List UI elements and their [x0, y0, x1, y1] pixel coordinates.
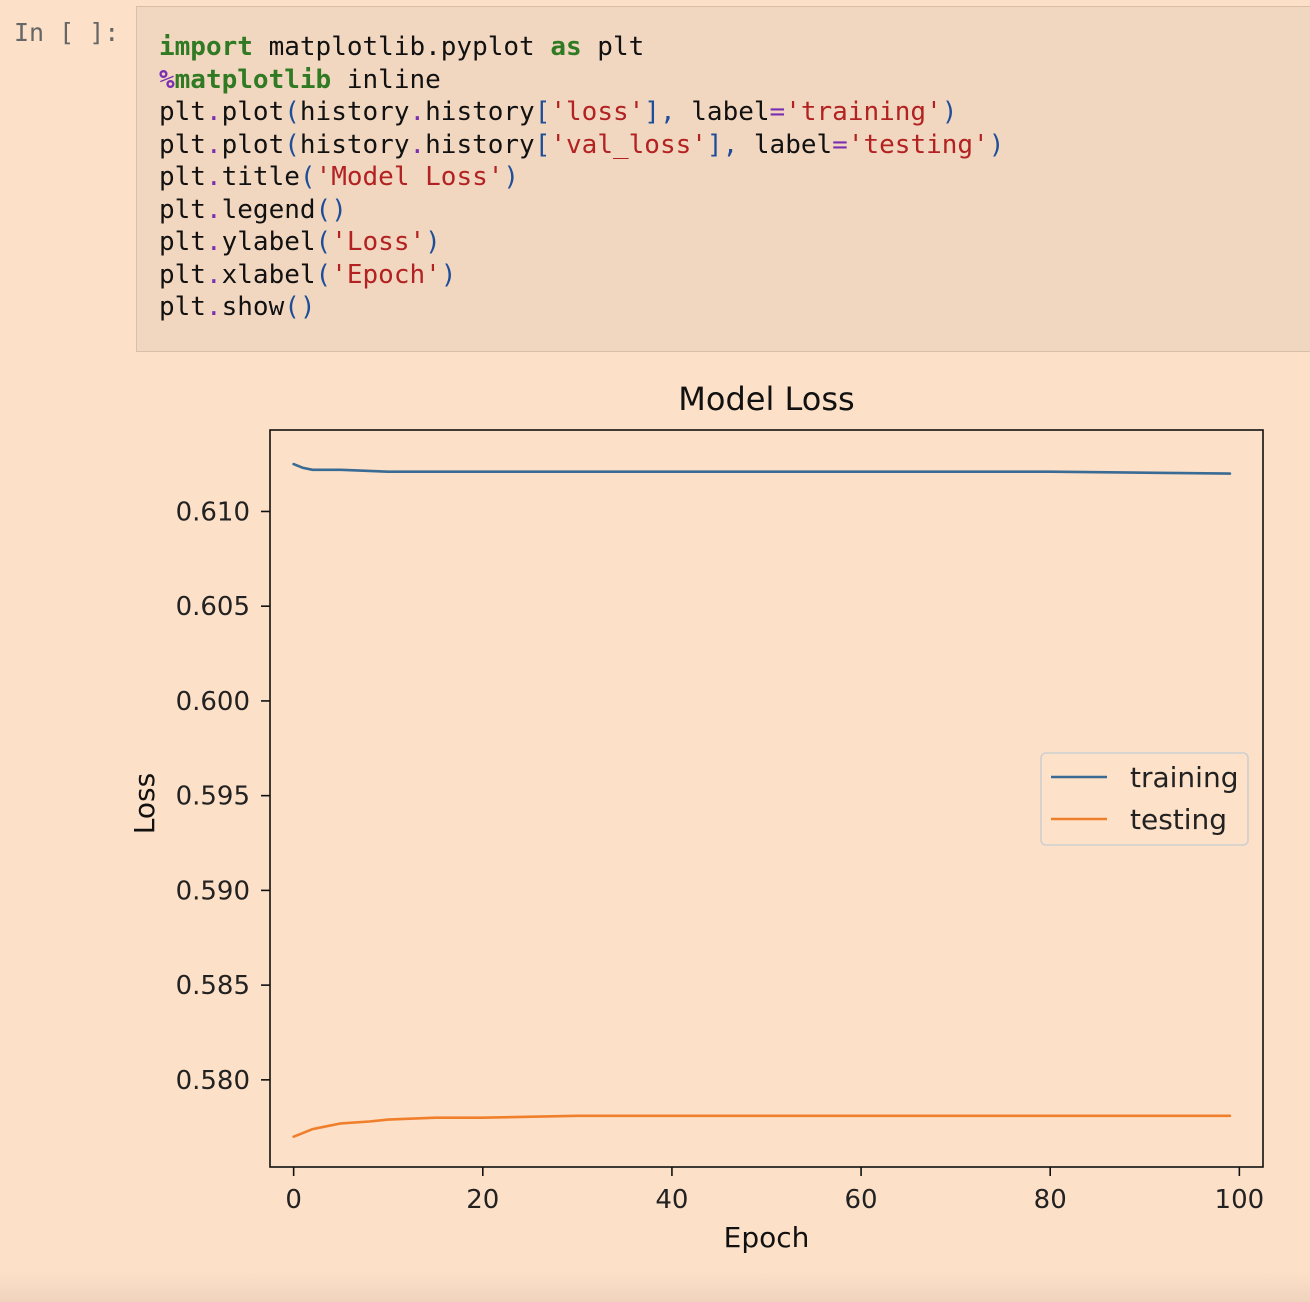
y-tick-label: 0.590 — [176, 876, 250, 906]
code-line: import matplotlib.pyplot as plt — [159, 31, 1004, 64]
code-token: as — [550, 32, 582, 62]
y-axis-label: Loss — [128, 773, 161, 834]
code-line: plt.xlabel('Epoch') — [159, 259, 1004, 292]
code-token: ylabel — [221, 227, 316, 257]
code-cell-editor[interactable]: import matplotlib.pyplot as plt %matplotl… — [136, 6, 1310, 352]
code-line: plt.ylabel('Loss') — [159, 226, 1004, 259]
code-token: history — [425, 97, 535, 127]
code-token: history — [299, 129, 410, 160]
code-token: 'loss' — [550, 97, 645, 127]
x-tick-label: 60 — [845, 1185, 878, 1215]
code-token: label — [691, 97, 770, 127]
code-token: plt — [159, 162, 206, 192]
y-tick-label: 0.595 — [176, 782, 250, 812]
code-token: 'Loss' — [331, 227, 426, 257]
y-tick-label: 0.585 — [176, 971, 250, 1001]
code-token: . — [205, 129, 222, 160]
code-token: ( — [315, 259, 332, 290]
code-token: legend — [221, 194, 316, 225]
code-token: [ — [534, 129, 551, 160]
page-bottom-edge — [0, 1272, 1310, 1302]
code-line: plt.show() — [159, 291, 1004, 324]
code-token: matplotlib.pyplot — [252, 32, 551, 62]
code-token: plt — [159, 97, 206, 127]
code-token: plot — [221, 129, 285, 160]
code-token: ) — [425, 227, 441, 257]
code-token: ( — [284, 97, 300, 127]
code-token: ], — [644, 97, 692, 127]
series-line-testing — [292, 1114, 1232, 1139]
code-token: . — [205, 162, 222, 192]
code-token: . — [205, 259, 222, 290]
code-token: 'Epoch' — [331, 259, 441, 290]
code-token: % — [159, 64, 175, 95]
cell-prompt: In [ ]: — [14, 18, 120, 47]
code-token: () — [315, 194, 347, 225]
series-line-training — [292, 462, 1232, 475]
x-tick-label: 80 — [1034, 1185, 1067, 1215]
code-line: plt.legend() — [159, 194, 1004, 227]
code-line: %matplotlib inline — [159, 64, 1004, 97]
x-tick-label: 100 — [1215, 1185, 1265, 1215]
chart-title: Model Loss — [678, 380, 854, 418]
code-token: ], — [706, 129, 754, 160]
code-token: 'val_loss' — [550, 129, 707, 160]
code-token: . — [409, 129, 426, 160]
code-line: plt.plot(history.history['val_loss'], la… — [159, 129, 1004, 162]
code-token: show — [221, 292, 285, 322]
y-tick-label: 0.600 — [176, 687, 250, 717]
code-token: plt — [159, 292, 206, 322]
code-token: ( — [315, 227, 332, 257]
y-tick-label: 0.605 — [176, 592, 250, 622]
x-axis-label: Epoch — [724, 1221, 810, 1254]
code-token: . — [205, 292, 222, 322]
code-token: ) — [941, 97, 958, 127]
code-token: matplotlib — [174, 64, 332, 95]
code-token: inline — [331, 64, 441, 95]
code-token: . — [205, 227, 222, 257]
code-line: plt.plot(history.history['loss'], label=… — [159, 96, 1004, 129]
code-token: 'testing' — [847, 129, 989, 160]
code-token: . — [205, 194, 222, 225]
loss-chart: Model Loss 0 20 40 60 80 100 0.580 0.585 0.590 0.5… — [128, 380, 1265, 1254]
code-token: plt — [159, 227, 206, 257]
code-token: plot — [221, 97, 285, 127]
legend-label-training: training — [1130, 761, 1238, 794]
code-token: title — [221, 162, 300, 192]
x-tick-label: 40 — [655, 1185, 688, 1215]
code-token: history — [425, 129, 535, 160]
code-token: plt — [159, 129, 206, 160]
y-tick-label: 0.610 — [176, 497, 250, 527]
code-token: [ — [534, 97, 551, 127]
code-token: xlabel — [221, 259, 316, 290]
code-token: history — [299, 97, 410, 127]
code-token: label — [753, 129, 833, 160]
code-token: plt — [159, 194, 206, 225]
code-token: plt — [159, 259, 206, 290]
code-token: . — [205, 97, 222, 127]
code-token: = — [832, 129, 848, 160]
x-tick-label: 20 — [466, 1185, 499, 1215]
cell-output: Model Loss 0 20 40 60 80 100 0.580 0.585 0.590 0.5… — [0, 352, 1310, 1302]
code-token: ) — [503, 162, 520, 192]
code-token: ( — [284, 129, 300, 160]
legend-label-testing: testing — [1130, 803, 1227, 836]
code-token: . — [409, 97, 426, 127]
code-token: () — [284, 292, 316, 322]
code-line: plt.title('Model Loss') — [159, 161, 1004, 194]
x-tick-label: 0 — [285, 1185, 302, 1215]
y-tick-label: 0.580 — [176, 1066, 250, 1096]
plot-frame — [269, 429, 1264, 1168]
code-token: ) — [440, 259, 457, 290]
code-token: ) — [988, 129, 1005, 160]
code-token: = — [769, 97, 786, 127]
code-lines: import matplotlib.pyplot as plt %matplotl… — [159, 31, 1004, 324]
code-token: 'training' — [785, 97, 942, 127]
code-token: 'Model Loss' — [315, 162, 504, 192]
code-token: import — [159, 32, 253, 62]
code-token: plt — [581, 32, 645, 62]
code-token: ( — [299, 162, 316, 192]
